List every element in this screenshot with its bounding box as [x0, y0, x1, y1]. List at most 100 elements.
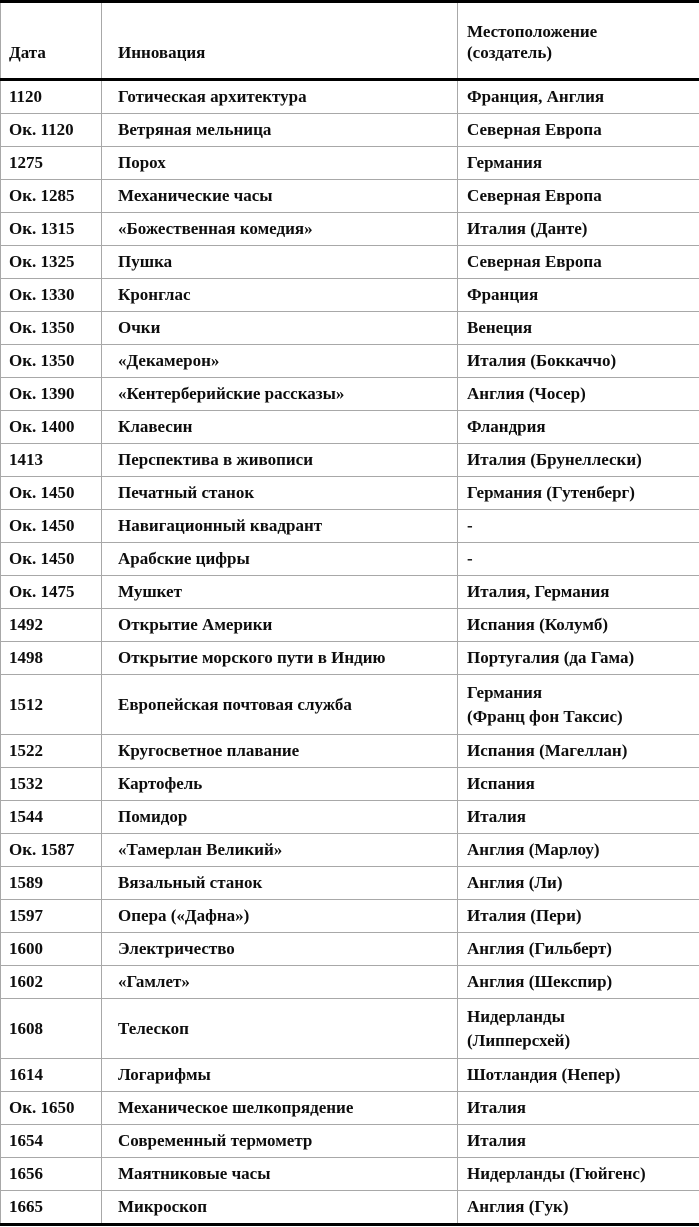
innovation-cell: Вязальный станок	[101, 866, 458, 900]
location-cell: Англия (Шекспир)	[457, 965, 699, 999]
date-cell: 1275	[0, 146, 102, 180]
date-cell: 1597	[0, 899, 102, 933]
table-row: Ок. 1450 Печатный станок Германия (Гутен…	[0, 476, 699, 510]
table-row: 1589 Вязальный станок Англия (Ли)	[0, 866, 699, 900]
table-row: Ок. 1325 Пушка Северная Европа	[0, 245, 699, 279]
location-cell: Италия (Брунеллески)	[457, 443, 699, 477]
innovation-cell: Открытие Америки	[101, 608, 458, 642]
location-cell: Италия	[457, 800, 699, 834]
location-cell: Испания (Колумб)	[457, 608, 699, 642]
table-row: Ок. 1450 Навигационный квадрант -	[0, 509, 699, 543]
date-cell: 1589	[0, 866, 102, 900]
location-cell: Франция, Англия	[457, 79, 699, 114]
location-cell: Северная Европа	[457, 113, 699, 147]
table-row: 1512 Европейская почтовая служба Германи…	[0, 674, 699, 735]
location-cell: -	[457, 509, 699, 543]
table-row: 1665 Микроскоп Англия (Гук)	[0, 1190, 699, 1225]
innovation-cell: Навигационный квадрант	[101, 509, 458, 543]
table-row: Ок. 1350 Очки Венеция	[0, 311, 699, 345]
location-cell: Италия	[457, 1091, 699, 1125]
innovation-cell: Механическое шелкопрядение	[101, 1091, 458, 1125]
date-cell: 1602	[0, 965, 102, 999]
innovation-cell: Порох	[101, 146, 458, 180]
table-row: 1600 Электричество Англия (Гильберт)	[0, 932, 699, 966]
innovation-cell: Кругосветное плавание	[101, 734, 458, 768]
location-cell: Испания (Магеллан)	[457, 734, 699, 768]
location-cell: Фландрия	[457, 410, 699, 444]
innovation-cell: Логарифмы	[101, 1058, 458, 1092]
date-cell: 1608	[0, 998, 102, 1059]
innovation-cell: Арабские цифры	[101, 542, 458, 576]
table-row: Ок. 1330 Кронглас Франция	[0, 278, 699, 312]
date-cell: 1614	[0, 1058, 102, 1092]
location-cell: Италия (Пери)	[457, 899, 699, 933]
innovation-cell: «Гамлет»	[101, 965, 458, 999]
date-cell: 1656	[0, 1157, 102, 1191]
date-cell: Ок. 1450	[0, 476, 102, 510]
column-header-date: Дата	[0, 1, 102, 81]
location-cell: Нидерланды (Гюйгенс)	[457, 1157, 699, 1191]
location-cell: Северная Европа	[457, 245, 699, 279]
date-cell: Ок. 1450	[0, 542, 102, 576]
table-row: 1608 Телескоп Нидерланды (Липперсхей)	[0, 998, 699, 1059]
location-cell: Шотландия (Непер)	[457, 1058, 699, 1092]
table-row: 1614 Логарифмы Шотландия (Непер)	[0, 1058, 699, 1092]
location-cell: Венеция	[457, 311, 699, 345]
table-row: Ок. 1350 «Декамерон» Италия (Боккаччо)	[0, 344, 699, 378]
table-row: 1413 Перспектива в живописи Италия (Брун…	[0, 443, 699, 477]
location-cell: Германия	[457, 146, 699, 180]
table-row: 1654 Современный термометр Италия	[0, 1124, 699, 1158]
date-cell: 1600	[0, 932, 102, 966]
column-header-innovation: Инновация	[101, 1, 458, 81]
date-cell: 1532	[0, 767, 102, 801]
innovation-cell: Опера («Дафна»)	[101, 899, 458, 933]
date-cell: Ок. 1390	[0, 377, 102, 411]
innovation-cell: «Божественная комедия»	[101, 212, 458, 246]
innovation-cell: «Тамерлан Великий»	[101, 833, 458, 867]
date-cell: 1498	[0, 641, 102, 675]
innovation-cell: Готическая архитектура	[101, 79, 458, 114]
location-cell: Англия (Ли)	[457, 866, 699, 900]
date-cell: 1413	[0, 443, 102, 477]
date-cell: Ок. 1330	[0, 278, 102, 312]
table-row: 1498 Открытие морского пути в Индию Порт…	[0, 641, 699, 675]
date-cell: Ок. 1450	[0, 509, 102, 543]
table-header: Дата Инновация Местоположение (создатель…	[0, 1, 699, 81]
date-cell: 1522	[0, 734, 102, 768]
innovation-cell: Очки	[101, 311, 458, 345]
innovation-cell: «Кентерберийские рассказы»	[101, 377, 458, 411]
date-cell: 1544	[0, 800, 102, 834]
innovation-cell: Механические часы	[101, 179, 458, 213]
table-row: 1275 Порох Германия	[0, 146, 699, 180]
table-row: 1522 Кругосветное плавание Испания (Маге…	[0, 734, 699, 768]
location-cell: Германия (Гутенберг)	[457, 476, 699, 510]
date-cell: Ок. 1400	[0, 410, 102, 444]
header-row: Дата Инновация Местоположение (создатель…	[0, 1, 699, 81]
date-cell: 1120	[0, 79, 102, 114]
table-row: 1532 Картофель Испания	[0, 767, 699, 801]
column-header-location: Местоположение (создатель)	[457, 1, 699, 81]
date-cell: Ок. 1315	[0, 212, 102, 246]
innovation-cell: Современный термометр	[101, 1124, 458, 1158]
innovation-cell: Электричество	[101, 932, 458, 966]
innovation-cell: Картофель	[101, 767, 458, 801]
table-row: 1544 Помидор Италия	[0, 800, 699, 834]
location-cell: Франция	[457, 278, 699, 312]
location-cell: Англия (Гильберт)	[457, 932, 699, 966]
table-row: 1602 «Гамлет» Англия (Шекспир)	[0, 965, 699, 999]
table-row: 1120 Готическая архитектура Франция, Анг…	[0, 79, 699, 114]
innovation-cell: Мушкет	[101, 575, 458, 609]
table-row: 1492 Открытие Америки Испания (Колумб)	[0, 608, 699, 642]
innovation-cell: Печатный станок	[101, 476, 458, 510]
table-row: 1656 Маятниковые часы Нидерланды (Гюйген…	[0, 1157, 699, 1191]
table-row: Ок. 1120 Ветряная мельница Северная Евро…	[0, 113, 699, 147]
innovation-cell: Перспектива в живописи	[101, 443, 458, 477]
innovation-cell: Микроскоп	[101, 1190, 458, 1225]
date-cell: Ок. 1350	[0, 344, 102, 378]
table-row: Ок. 1400 Клавесин Фландрия	[0, 410, 699, 444]
table-row: Ок. 1587 «Тамерлан Великий» Англия (Марл…	[0, 833, 699, 867]
location-cell: Италия (Боккаччо)	[457, 344, 699, 378]
innovation-cell: Маятниковые часы	[101, 1157, 458, 1191]
